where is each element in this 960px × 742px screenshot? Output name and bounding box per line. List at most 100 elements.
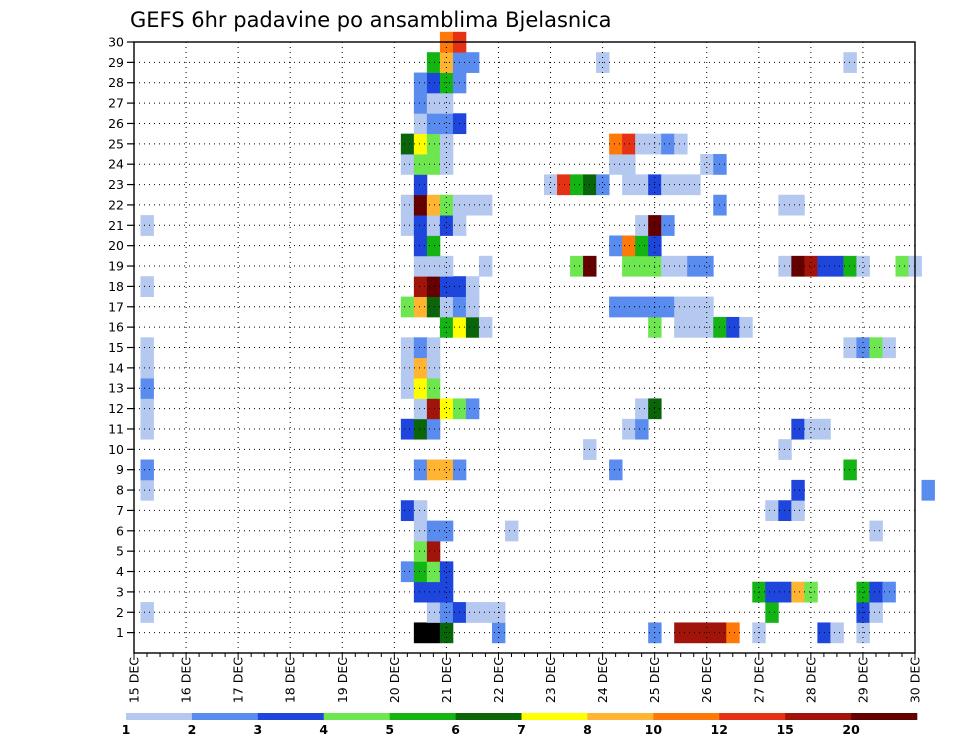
colorbar-segment <box>389 713 456 720</box>
heatmap-cell <box>478 194 493 216</box>
heatmap-cell <box>544 174 558 196</box>
heatmap-cell <box>400 378 415 399</box>
heatmap-cell <box>778 439 792 460</box>
heatmap-cell <box>439 398 454 420</box>
heatmap-cell <box>609 154 623 175</box>
heatmap-cell <box>426 72 441 94</box>
heatmap-cell <box>413 296 428 318</box>
heatmap-cell <box>413 520 428 542</box>
heatmap-cell <box>413 357 428 379</box>
heatmap-cell <box>426 398 441 420</box>
heatmap-cell <box>426 235 441 257</box>
heatmap-cell <box>700 296 714 318</box>
heatmap-cell <box>674 622 688 644</box>
heatmap-cell <box>140 459 154 481</box>
heatmap-cell <box>622 154 636 175</box>
heatmap-cell <box>439 255 454 277</box>
heatmap-cell <box>413 581 428 603</box>
colorbar-segment <box>323 713 390 720</box>
heatmap-cell <box>140 398 154 420</box>
colorbar-label: 6 <box>451 722 460 737</box>
heatmap-cell <box>661 296 675 318</box>
heatmap-cell <box>791 255 805 277</box>
y-tick-label: 5 <box>116 544 124 559</box>
heatmap-cell <box>778 194 792 216</box>
heatmap-cell <box>465 52 480 73</box>
heatmap-cell <box>426 215 441 236</box>
heatmap-cell <box>622 255 636 277</box>
y-axis: 1234567891011121314151617181920212223242… <box>108 35 134 640</box>
heatmap-cell <box>426 622 441 644</box>
heatmap-cell <box>400 296 415 318</box>
colorbar-label: 3 <box>253 722 262 737</box>
heatmap-cell <box>400 337 415 359</box>
y-tick-label: 9 <box>116 462 124 477</box>
x-tick-label: 25 DEC <box>647 657 662 703</box>
y-tick-label: 18 <box>108 279 124 294</box>
heatmap-cell <box>413 113 428 135</box>
y-tick-label: 2 <box>116 605 124 620</box>
heatmap-cell <box>413 337 428 359</box>
heatmap-cell <box>570 174 584 196</box>
heatmap-cell <box>778 500 792 522</box>
heatmap-cell <box>661 174 675 196</box>
colorbar-label: 8 <box>583 722 592 737</box>
heatmap-cell <box>635 215 649 236</box>
colorbar-label: 1 <box>122 722 131 737</box>
heatmap-cell <box>426 154 441 175</box>
heatmap-cell <box>426 378 441 399</box>
heatmap-cell <box>426 276 441 297</box>
heatmap-cell <box>635 398 649 420</box>
heatmap-cell <box>439 561 454 583</box>
heatmap-cell <box>596 174 610 196</box>
colorbar-label: 4 <box>319 722 328 737</box>
heatmap-cell <box>778 581 792 603</box>
heatmap-cell <box>869 520 883 542</box>
heatmap-cell <box>426 92 441 114</box>
heatmap-cell <box>426 540 441 562</box>
heatmap-cell <box>791 194 805 216</box>
heatmap-cell <box>400 500 415 522</box>
heatmap-cell <box>504 520 519 542</box>
heatmap-cell <box>478 255 493 277</box>
y-tick-label: 14 <box>108 360 124 375</box>
heatmap-cell <box>413 194 428 216</box>
heatmap-cell <box>400 357 415 379</box>
heatmap-cell <box>687 255 701 277</box>
heatmap-cell <box>413 276 428 297</box>
heatmap-cell <box>726 622 740 644</box>
heatmap-cell <box>140 337 154 359</box>
heatmap-cell <box>869 602 883 623</box>
heatmap-cell <box>609 296 623 318</box>
heatmap-cell <box>140 378 154 399</box>
heatmap-cell <box>413 500 428 522</box>
heatmap-cell <box>843 52 857 73</box>
x-tick-label: 19 DEC <box>335 657 350 703</box>
heatmap-cell <box>413 418 428 440</box>
heatmap-cell <box>739 316 753 338</box>
x-tick-label: 26 DEC <box>699 657 714 703</box>
heatmap-cell <box>843 255 857 277</box>
colorbar-label: 10 <box>645 722 663 737</box>
colorbar-segment <box>785 713 852 720</box>
x-tick-label: 16 DEC <box>179 657 194 703</box>
y-tick-label: 29 <box>108 55 124 70</box>
heatmap-cell <box>830 255 844 277</box>
heatmap-cell <box>400 418 415 440</box>
heatmap-cell <box>687 622 701 644</box>
y-tick-label: 21 <box>108 218 124 233</box>
heatmap-cell <box>400 215 415 236</box>
heatmap-cell <box>726 316 740 338</box>
heatmap-cell <box>635 418 649 440</box>
heatmap-cell <box>413 174 428 196</box>
heatmap-cell <box>791 500 805 522</box>
colorbar-label: 20 <box>842 722 860 737</box>
heatmap-cell <box>791 581 805 603</box>
heatmap-cell <box>635 255 649 277</box>
heatmap-cell <box>609 133 623 155</box>
heatmap-cell <box>635 235 649 257</box>
heatmap-cell <box>426 255 441 277</box>
heatmap-cell <box>804 418 818 440</box>
y-tick-label: 22 <box>108 197 124 212</box>
